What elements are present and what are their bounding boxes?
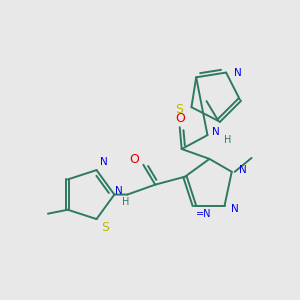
Text: S: S (101, 220, 110, 233)
Text: N: N (230, 205, 238, 214)
Text: O: O (175, 112, 185, 125)
Text: N: N (239, 165, 246, 175)
Text: N: N (100, 157, 107, 167)
Text: S: S (176, 103, 184, 116)
Text: N: N (234, 68, 242, 78)
Text: H: H (122, 197, 129, 208)
Text: N: N (115, 186, 122, 196)
Text: N: N (212, 127, 220, 137)
Text: H: H (224, 135, 232, 145)
Text: =N: =N (196, 209, 212, 219)
Text: O: O (130, 153, 140, 167)
